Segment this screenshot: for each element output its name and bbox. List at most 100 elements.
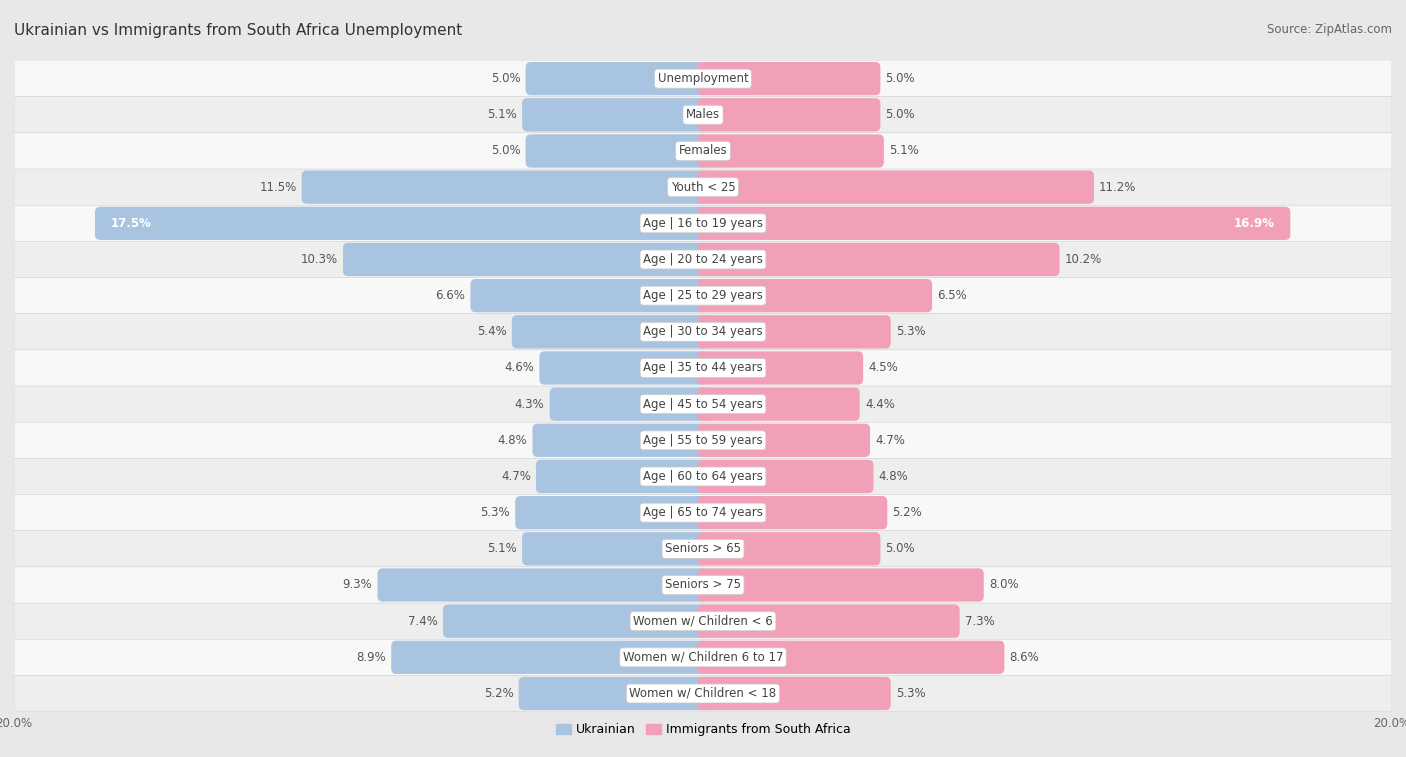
Text: 10.3%: 10.3% — [301, 253, 337, 266]
FancyBboxPatch shape — [526, 62, 709, 95]
FancyBboxPatch shape — [96, 207, 709, 240]
Text: 4.8%: 4.8% — [879, 470, 908, 483]
Text: 6.6%: 6.6% — [436, 289, 465, 302]
FancyBboxPatch shape — [519, 677, 709, 710]
FancyBboxPatch shape — [697, 424, 870, 457]
Text: Seniors > 65: Seniors > 65 — [665, 542, 741, 556]
Text: Women w/ Children < 6: Women w/ Children < 6 — [633, 615, 773, 628]
Text: 16.9%: 16.9% — [1234, 217, 1275, 230]
FancyBboxPatch shape — [550, 388, 709, 421]
Text: 5.1%: 5.1% — [488, 542, 517, 556]
FancyBboxPatch shape — [302, 170, 709, 204]
FancyBboxPatch shape — [536, 459, 709, 493]
FancyBboxPatch shape — [443, 605, 709, 638]
Text: 5.0%: 5.0% — [886, 108, 915, 121]
FancyBboxPatch shape — [14, 350, 1392, 386]
Text: Males: Males — [686, 108, 720, 121]
FancyBboxPatch shape — [697, 640, 1004, 674]
Text: 5.0%: 5.0% — [886, 72, 915, 85]
FancyBboxPatch shape — [522, 532, 709, 565]
Text: 4.3%: 4.3% — [515, 397, 544, 410]
Text: Age | 55 to 59 years: Age | 55 to 59 years — [643, 434, 763, 447]
FancyBboxPatch shape — [14, 494, 1392, 531]
FancyBboxPatch shape — [697, 207, 1291, 240]
FancyBboxPatch shape — [697, 459, 873, 493]
FancyBboxPatch shape — [697, 605, 960, 638]
Text: Age | 16 to 19 years: Age | 16 to 19 years — [643, 217, 763, 230]
FancyBboxPatch shape — [14, 422, 1392, 459]
FancyBboxPatch shape — [515, 496, 709, 529]
Text: 10.2%: 10.2% — [1064, 253, 1102, 266]
FancyBboxPatch shape — [697, 496, 887, 529]
Text: Women w/ Children < 18: Women w/ Children < 18 — [630, 687, 776, 700]
Text: 4.5%: 4.5% — [869, 362, 898, 375]
FancyBboxPatch shape — [14, 133, 1392, 169]
FancyBboxPatch shape — [14, 97, 1392, 133]
FancyBboxPatch shape — [697, 98, 880, 132]
Text: 7.4%: 7.4% — [408, 615, 437, 628]
Text: Seniors > 75: Seniors > 75 — [665, 578, 741, 591]
FancyBboxPatch shape — [14, 205, 1392, 241]
FancyBboxPatch shape — [697, 134, 884, 167]
FancyBboxPatch shape — [512, 315, 709, 348]
Text: 8.9%: 8.9% — [356, 651, 387, 664]
FancyBboxPatch shape — [697, 170, 1094, 204]
FancyBboxPatch shape — [522, 98, 709, 132]
Text: 9.3%: 9.3% — [343, 578, 373, 591]
Text: Unemployment: Unemployment — [658, 72, 748, 85]
FancyBboxPatch shape — [14, 241, 1392, 278]
FancyBboxPatch shape — [697, 315, 891, 348]
Text: 17.5%: 17.5% — [111, 217, 152, 230]
Text: Source: ZipAtlas.com: Source: ZipAtlas.com — [1267, 23, 1392, 36]
FancyBboxPatch shape — [526, 134, 709, 167]
Text: 5.1%: 5.1% — [889, 145, 918, 157]
Text: Females: Females — [679, 145, 727, 157]
Text: Age | 20 to 24 years: Age | 20 to 24 years — [643, 253, 763, 266]
FancyBboxPatch shape — [14, 567, 1392, 603]
FancyBboxPatch shape — [471, 279, 709, 313]
Text: 5.2%: 5.2% — [484, 687, 513, 700]
Text: 4.6%: 4.6% — [505, 362, 534, 375]
FancyBboxPatch shape — [391, 640, 709, 674]
Text: 5.3%: 5.3% — [896, 687, 925, 700]
Text: 11.5%: 11.5% — [259, 181, 297, 194]
Text: Women w/ Children 6 to 17: Women w/ Children 6 to 17 — [623, 651, 783, 664]
Text: Age | 25 to 29 years: Age | 25 to 29 years — [643, 289, 763, 302]
FancyBboxPatch shape — [14, 61, 1392, 97]
FancyBboxPatch shape — [697, 351, 863, 385]
FancyBboxPatch shape — [14, 639, 1392, 675]
FancyBboxPatch shape — [697, 279, 932, 313]
Text: 5.0%: 5.0% — [491, 145, 520, 157]
FancyBboxPatch shape — [14, 386, 1392, 422]
Text: 6.5%: 6.5% — [938, 289, 967, 302]
Text: Ukrainian vs Immigrants from South Africa Unemployment: Ukrainian vs Immigrants from South Afric… — [14, 23, 463, 38]
Text: 8.0%: 8.0% — [988, 578, 1018, 591]
Text: 4.7%: 4.7% — [875, 434, 905, 447]
FancyBboxPatch shape — [14, 169, 1392, 205]
FancyBboxPatch shape — [14, 531, 1392, 567]
FancyBboxPatch shape — [697, 532, 880, 565]
FancyBboxPatch shape — [697, 388, 859, 421]
Text: Age | 60 to 64 years: Age | 60 to 64 years — [643, 470, 763, 483]
FancyBboxPatch shape — [377, 569, 709, 602]
Text: 5.4%: 5.4% — [477, 326, 506, 338]
Text: 8.6%: 8.6% — [1010, 651, 1039, 664]
Legend: Ukrainian, Immigrants from South Africa: Ukrainian, Immigrants from South Africa — [551, 718, 855, 741]
Text: 4.8%: 4.8% — [498, 434, 527, 447]
FancyBboxPatch shape — [14, 313, 1392, 350]
FancyBboxPatch shape — [533, 424, 709, 457]
Text: Age | 35 to 44 years: Age | 35 to 44 years — [643, 362, 763, 375]
FancyBboxPatch shape — [697, 677, 891, 710]
Text: 5.2%: 5.2% — [893, 506, 922, 519]
Text: Age | 45 to 54 years: Age | 45 to 54 years — [643, 397, 763, 410]
Text: 5.0%: 5.0% — [886, 542, 915, 556]
FancyBboxPatch shape — [14, 603, 1392, 639]
FancyBboxPatch shape — [14, 278, 1392, 313]
Text: 11.2%: 11.2% — [1099, 181, 1136, 194]
Text: Age | 65 to 74 years: Age | 65 to 74 years — [643, 506, 763, 519]
Text: 5.3%: 5.3% — [896, 326, 925, 338]
FancyBboxPatch shape — [697, 243, 1060, 276]
FancyBboxPatch shape — [343, 243, 709, 276]
FancyBboxPatch shape — [540, 351, 709, 385]
Text: 5.0%: 5.0% — [491, 72, 520, 85]
